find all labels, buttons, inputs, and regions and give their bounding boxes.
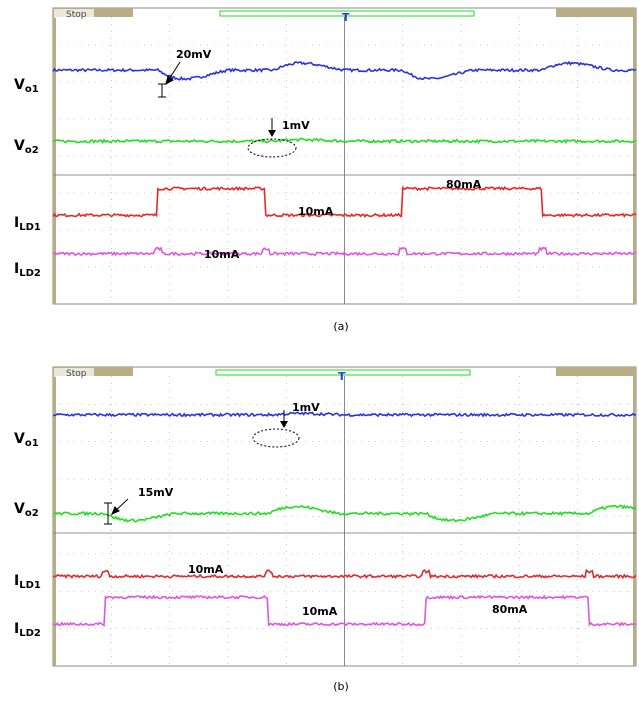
trace-vo2 (52, 504, 637, 523)
annotation-ild1-high-a: 80mA (446, 178, 482, 191)
trace-vo1 (52, 60, 637, 81)
annotation-1mV-a (247, 118, 297, 158)
panel-a: T Stop Vo1 Vo2 ILD1 ILD2 20mV (14, 7, 637, 333)
annotation-1mV-a-label: 1mV (282, 119, 310, 132)
status-text-a: Stop (66, 10, 87, 20)
trace-label-ild1-b: ILD1 (14, 573, 41, 591)
status-box-b (54, 368, 94, 377)
bezel-top-right (556, 8, 636, 17)
panel-label-b: (b) (333, 680, 349, 693)
trigger-marker-b: T (338, 370, 346, 383)
annotation-20mV (158, 61, 181, 98)
svg-text:ILD2: ILD2 (14, 621, 41, 639)
trace-ild2 (52, 594, 637, 627)
scope-grid-a (53, 8, 636, 304)
trace-ild1 (52, 186, 637, 218)
annotation-ild2-high-b: 80mA (492, 603, 528, 616)
trigger-bar-a (219, 10, 475, 17)
trigger-marker-a: T (342, 11, 350, 24)
trace-ild2 (52, 246, 637, 257)
svg-text:Vo2: Vo2 (14, 501, 39, 519)
svg-text:Vo2: Vo2 (14, 138, 39, 156)
bezel-left (53, 367, 56, 666)
trace-label-ild2-b: ILD2 (14, 621, 41, 639)
svg-text:ILD1: ILD1 (14, 573, 41, 591)
svg-text:Vo1: Vo1 (14, 431, 39, 449)
trace-label-ild1-a: ILD1 (14, 215, 41, 233)
annotation-15mV-label: 15mV (138, 486, 174, 499)
trace-vo1 (52, 411, 637, 418)
panel-label-a: (a) (333, 320, 348, 333)
trigger-bar-b (215, 369, 471, 376)
trace-label-vo1-b: Vo1 (14, 431, 39, 449)
annotation-20mV-label: 20mV (176, 48, 212, 61)
annotation-ild1-low-a: 10mA (298, 205, 334, 218)
annotation-1mV-b-label: 1mV (292, 401, 320, 414)
trace-label-vo1-a: Vo1 (14, 77, 39, 95)
trace-group-b (52, 411, 637, 627)
svg-text:ILD2: ILD2 (14, 261, 41, 279)
trace-label-vo2-b: Vo2 (14, 501, 39, 519)
status-box-a (54, 9, 94, 18)
status-text-b: Stop (66, 369, 87, 379)
annotation-15mV (104, 498, 129, 525)
svg-text:ILD1: ILD1 (14, 215, 41, 233)
bezel-top-right (556, 367, 636, 376)
trace-label-vo2-a: Vo2 (14, 138, 39, 156)
bezel-left (53, 8, 56, 304)
panel-b: T Stop Vo1 Vo2 ILD1 ILD2 1mV 1 (14, 366, 637, 693)
trace-group-a (52, 60, 637, 257)
annotation-ild2-a: 10mA (204, 248, 240, 261)
svg-text:Vo1: Vo1 (14, 77, 39, 95)
annotation-ild2-low-b: 10mA (302, 605, 338, 618)
annotation-1mV-b (252, 410, 300, 448)
trace-vo2 (52, 137, 637, 145)
scope-grid-b (53, 367, 636, 666)
trace-label-ild2-a: ILD2 (14, 261, 41, 279)
annotation-ild1-b: 10mA (188, 563, 224, 576)
trace-ild1 (52, 568, 637, 580)
